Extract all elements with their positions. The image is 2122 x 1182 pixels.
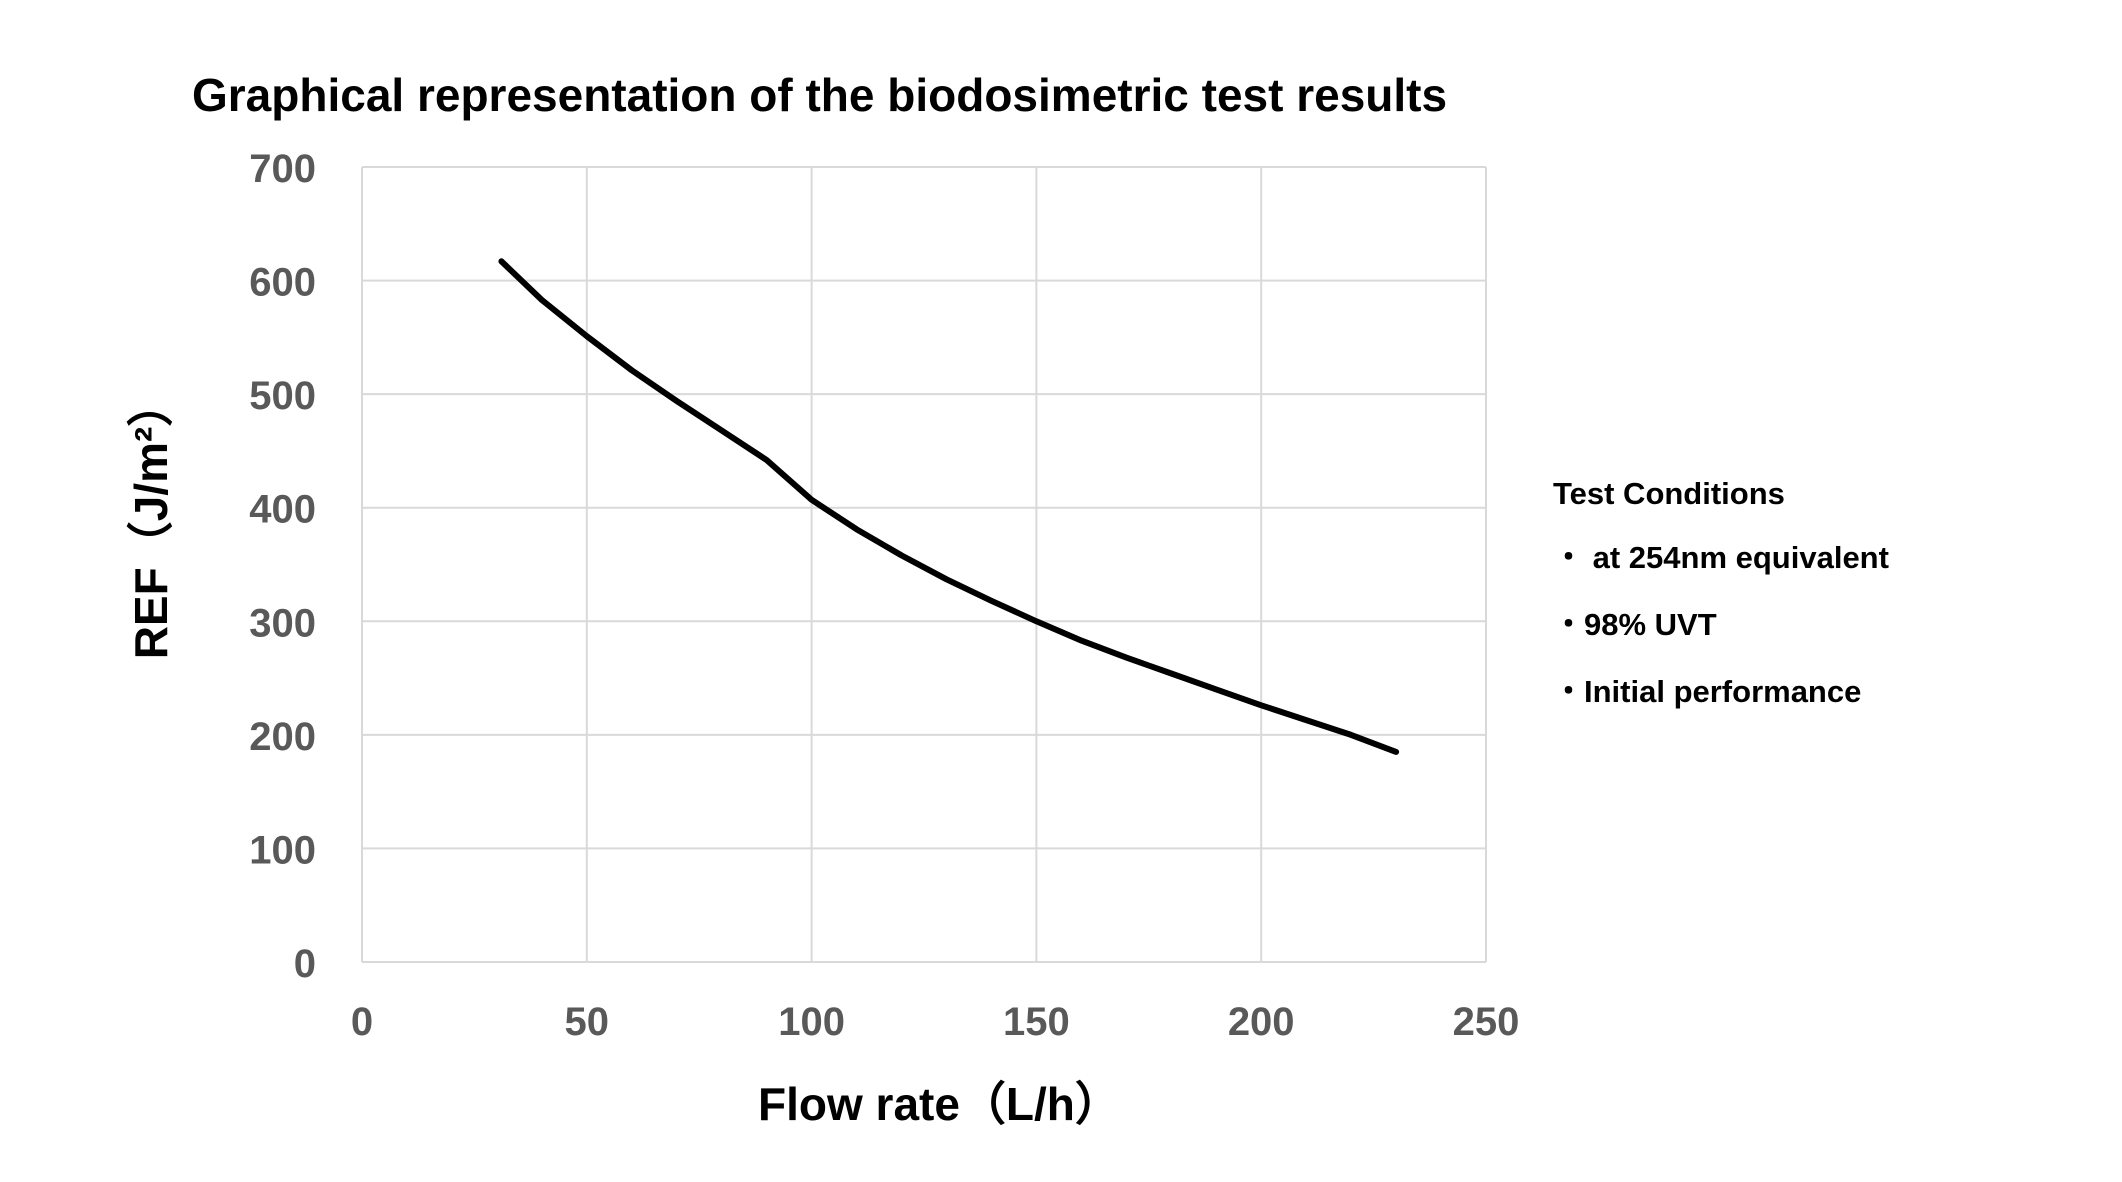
test-conditions-heading: Test Conditions (1553, 476, 1785, 511)
y-tick-label: 700 (249, 147, 316, 191)
y-tick-label: 500 (249, 374, 316, 418)
x-tick-label: 100 (778, 1000, 845, 1044)
x-tick-label: 200 (1228, 1000, 1295, 1044)
y-axis-label: REF（J/m²） (125, 380, 177, 660)
x-tick-label: 150 (1003, 1000, 1070, 1044)
y-tick-label: 0 (294, 942, 316, 986)
chart-title: Graphical representation of the biodosim… (192, 69, 1448, 121)
x-tick-label: 250 (1453, 1000, 1520, 1044)
y-tick-label: 200 (249, 715, 316, 759)
y-tick-label: 300 (249, 601, 316, 645)
y-tick-label: 100 (249, 828, 316, 872)
condition-item-2: ・98% UVT (1553, 607, 1717, 642)
condition-item-1: ・ at 254nm equivalent (1553, 540, 1889, 575)
x-axis-label: Flow rate（L/h） (758, 1078, 1121, 1130)
x-tick-label: 0 (351, 1000, 373, 1044)
test-conditions-box: Test Conditions ・ at 254nm equivalent ・9… (1553, 476, 1889, 733)
x-tick-label: 50 (565, 1000, 610, 1044)
y-tick-label: 400 (249, 488, 316, 532)
condition-item-3: ・Initial performance (1553, 674, 1862, 709)
series-line (498, 258, 1400, 755)
y-tick-label: 600 (249, 261, 316, 305)
